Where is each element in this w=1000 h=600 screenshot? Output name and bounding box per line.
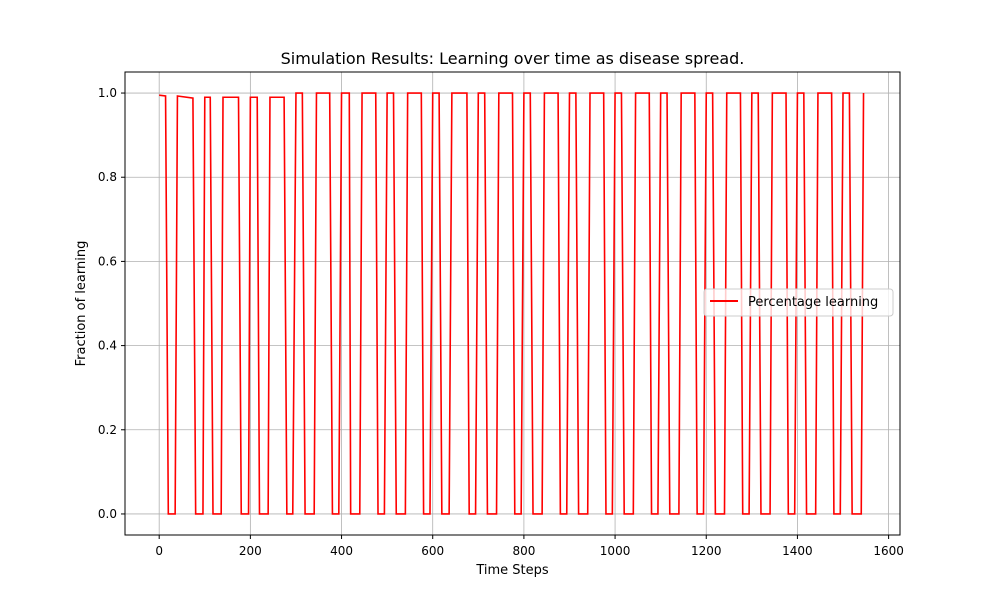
plot-frame [124, 71, 901, 536]
y-tick-label: 1.0 [98, 86, 117, 100]
x-tick-label: 1400 [782, 544, 813, 558]
y-tick-label: 0.0 [98, 507, 117, 521]
x-tick-label: 400 [330, 544, 353, 558]
legend-label-percentage-learning: Percentage learning [748, 295, 878, 310]
x-tick-label: 0 [155, 544, 163, 558]
y-tick-label: 0.6 [98, 254, 117, 268]
x-tick-label: 1200 [691, 544, 722, 558]
y-tick-label: 0.8 [98, 170, 117, 184]
chart-title: Simulation Results: Learning over time a… [281, 49, 745, 68]
legend-box [703, 288, 894, 317]
x-tick-label: 800 [512, 544, 535, 558]
y-tick-label: 0.2 [98, 423, 117, 437]
y-tick-label: 0.4 [98, 339, 117, 353]
legend: Percentage learning [703, 288, 894, 317]
series-layer [159, 92, 865, 515]
x-tick-label: 1600 [873, 544, 904, 558]
x-tick-label: 600 [421, 544, 444, 558]
x-tick-label: 1000 [600, 544, 631, 558]
series-line-percentage-learning [159, 92, 865, 515]
y-axis-label: Fraction of learning [74, 241, 89, 367]
x-tick-label: 200 [239, 544, 262, 558]
x-axis-label: Time Steps [475, 563, 549, 578]
axis-ticks: 0 200 400 600 800 1000 1200 1400 1600 0.0 0.2 0.4 0.… [98, 86, 904, 558]
